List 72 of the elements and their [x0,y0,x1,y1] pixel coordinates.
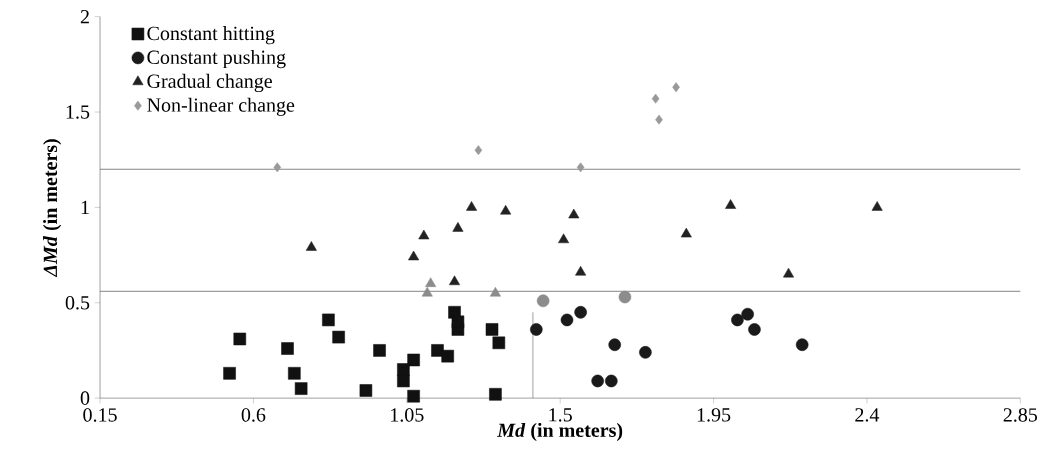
point [359,384,373,397]
point [680,227,692,238]
point [725,199,737,209]
point [294,382,308,395]
point [449,275,460,285]
y-tick-label: 0.5 [65,295,90,310]
point [288,366,301,380]
point [418,229,430,240]
point [489,286,501,297]
point [407,353,420,367]
x-tick-label: 0.15 [83,408,117,422]
point [407,389,420,403]
point [783,267,795,278]
point [651,93,660,104]
point [492,336,506,350]
point [748,323,761,336]
point [560,313,574,327]
point [441,349,454,363]
point [332,330,345,344]
point [672,82,680,93]
point [605,374,618,388]
point [485,323,499,336]
x-tick-label: 1.05 [391,408,424,422]
point [530,323,543,336]
x-tick-label: 2.85 [1003,408,1038,422]
x-axis-title: Md (in meters) [497,422,623,441]
y-tick-label: 1 [81,200,89,214]
point [489,387,502,401]
point [655,114,663,125]
x-tick-label: 1.95 [697,408,731,422]
point [452,222,464,232]
legend-label: Constant hitting [147,26,275,45]
point [574,305,587,319]
legend-label: Constant pushing [147,49,286,69]
legend-label: Non-linear change [147,97,295,116]
point [421,286,433,297]
point [408,250,420,261]
point [451,315,465,329]
point [591,374,604,388]
point [608,338,621,351]
y-tick-label: 0 [80,391,90,405]
point [618,290,632,304]
x-tick-label: 2.4 [855,408,880,422]
point [223,366,236,380]
point [474,145,483,156]
point [373,344,386,357]
point [425,277,437,287]
x-tick-label: 0.6 [241,408,266,422]
point [741,307,754,321]
y-tick-label: 1.5 [66,105,90,119]
point [795,338,809,351]
point [273,162,282,173]
point [397,363,410,376]
point [639,346,652,359]
point [871,201,883,211]
point [731,313,744,327]
point [576,162,585,173]
point [305,241,317,251]
y-tick-label: 2 [80,9,89,24]
point [558,233,570,244]
point [397,374,410,388]
legend-label: Gradual change [147,73,272,92]
point [500,204,512,215]
x-tick-label: 1.5 [549,408,572,422]
point [536,294,550,308]
point [466,201,478,211]
point [322,313,335,327]
point [281,342,294,355]
point [575,265,587,276]
point [568,208,580,219]
y-axis-title: ΔMd (in meters) [43,139,62,278]
point [233,332,247,346]
